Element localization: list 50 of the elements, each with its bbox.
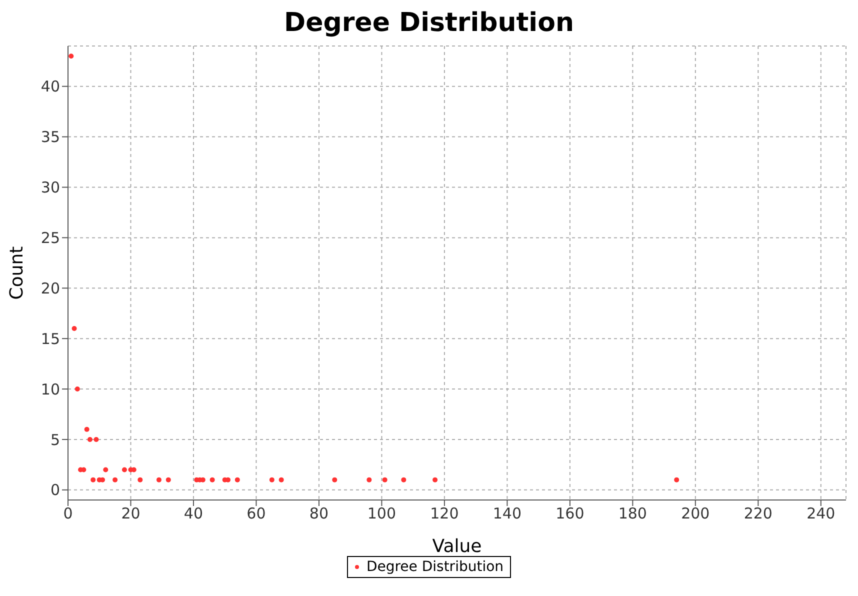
point xyxy=(112,477,118,482)
point xyxy=(432,477,438,482)
x-tick-label: 20 xyxy=(121,504,140,523)
point xyxy=(674,477,680,482)
y-tick-label: 0 xyxy=(50,481,60,500)
point xyxy=(122,467,127,472)
x-tick-label: 180 xyxy=(618,504,647,523)
x-tick-label: 0 xyxy=(63,504,73,523)
x-tick-label: 120 xyxy=(430,504,459,523)
point xyxy=(84,426,90,432)
point xyxy=(210,477,215,482)
x-tick-label: 140 xyxy=(492,504,522,523)
y-tick-label: 30 xyxy=(40,178,60,197)
point xyxy=(332,477,338,482)
point xyxy=(156,477,162,482)
y-tick-label: 20 xyxy=(40,279,60,298)
x-tick-label: 40 xyxy=(184,504,204,523)
x-tick-label: 240 xyxy=(806,504,836,523)
y-axis-title: Count xyxy=(6,246,28,300)
point xyxy=(74,386,80,392)
x-tick-label: 80 xyxy=(309,504,329,523)
x-tick-label: 220 xyxy=(744,504,772,523)
x-tick-label: 100 xyxy=(367,504,396,523)
chart-title: Degree Distribution xyxy=(283,8,575,38)
x-axis-title: Value xyxy=(432,536,482,557)
point xyxy=(166,477,171,482)
point xyxy=(68,54,74,59)
point xyxy=(100,477,106,482)
point xyxy=(366,477,372,482)
point xyxy=(234,477,240,482)
point xyxy=(87,436,92,442)
point xyxy=(382,477,388,482)
y-tick-label: 40 xyxy=(40,78,60,96)
point xyxy=(401,477,406,482)
x-tick-label: 160 xyxy=(556,504,584,523)
x-tick-label: 200 xyxy=(681,504,710,523)
x-tick-label: 60 xyxy=(246,504,266,523)
point xyxy=(278,477,284,482)
legend-label: Degree Distribution xyxy=(365,559,504,575)
point xyxy=(138,477,143,482)
y-tick-label: 5 xyxy=(50,430,60,449)
point xyxy=(103,467,108,472)
y-tick-label: 10 xyxy=(40,380,60,398)
point xyxy=(94,436,99,442)
y-tick-label: 35 xyxy=(40,128,60,146)
point xyxy=(269,477,274,482)
point xyxy=(90,477,96,482)
y-tick-label: 25 xyxy=(40,229,60,248)
point xyxy=(72,326,77,331)
y-tick-label: 15 xyxy=(40,330,60,348)
